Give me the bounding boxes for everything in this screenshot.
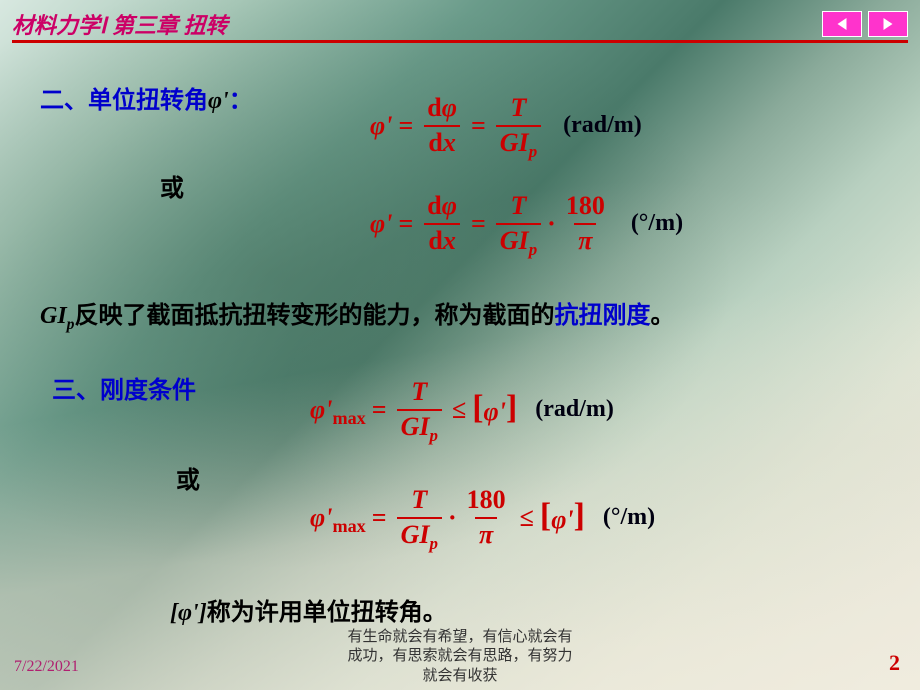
torque-t-2: T bbox=[507, 192, 531, 223]
pi-2: π bbox=[475, 517, 497, 550]
fraction-dphi-dx: ddφφ dx bbox=[423, 94, 461, 157]
formula-stiffness-deg: φ'max = T GIp · 180 π ≤ [φ'] (°/m) bbox=[310, 486, 655, 549]
fraction-180-pi-2: 180 π bbox=[463, 486, 510, 549]
page-number: 2 bbox=[889, 650, 900, 676]
gi-symbol: GI bbox=[40, 303, 67, 329]
gi-sub-4: p bbox=[430, 534, 438, 553]
phi-4: φ' bbox=[310, 503, 332, 532]
fraction-180-pi: 180 π bbox=[562, 192, 609, 255]
dot-2: · bbox=[448, 503, 457, 533]
gi: GI bbox=[500, 128, 529, 157]
equals-sign-4: = bbox=[471, 209, 486, 239]
bracket-r: ] bbox=[199, 600, 207, 626]
pi: π bbox=[574, 223, 596, 256]
fraction-t-gip-2: T GIp bbox=[496, 192, 541, 255]
leq-2: ≤ bbox=[520, 503, 534, 533]
section-2-prefix: 二、单位扭转角 bbox=[40, 88, 208, 114]
phi-prime-max-2: φ'max bbox=[310, 503, 366, 533]
fraction-t-gip-4: T GIp bbox=[397, 486, 442, 549]
allow-phi: φ' bbox=[178, 600, 199, 626]
allowable-twist-note: [φ']称为许用单位扭转角。 bbox=[170, 592, 447, 627]
gip-explanation: GIp反映了截面抵抗扭转变形的能力，称为截面的抗扭刚度。 bbox=[40, 295, 900, 330]
gi-3: GI bbox=[401, 412, 430, 441]
section-2-heading: 二、单位扭转角φ'： bbox=[40, 80, 253, 115]
gi-2: GI bbox=[500, 226, 529, 255]
allow-text: 称为许用单位扭转角。 bbox=[207, 600, 447, 626]
dot-1: · bbox=[547, 209, 556, 239]
unit-rad-m: (rad/m) bbox=[563, 112, 642, 139]
num-180-2: 180 bbox=[463, 486, 510, 517]
formula-unit-twist-deg: φ' = dφ dx = T GIp · 180 π (°/m) bbox=[370, 192, 683, 255]
torsional-rigidity-term: 抗扭刚度 bbox=[554, 303, 650, 329]
max-sub-2: max bbox=[332, 516, 365, 536]
prev-slide-button[interactable] bbox=[822, 11, 862, 37]
or-label-1: 或 bbox=[160, 168, 184, 203]
allowable-phi: [φ'] bbox=[472, 391, 517, 429]
section-2-suffix: ： bbox=[229, 88, 253, 114]
equals-sign-6: = bbox=[372, 503, 387, 533]
allowable-phi-2: [φ'] bbox=[540, 499, 585, 537]
quote-line-1: 有生命就会有希望，有信心就会有 bbox=[347, 629, 572, 645]
equals-sign-3: = bbox=[398, 209, 413, 239]
phi-prime-max: φ'max bbox=[310, 395, 366, 425]
formula-unit-twist-rad: φ' = ddφφ dx = T GIp (rad/m) bbox=[370, 94, 642, 157]
gi-sub-symbol: p bbox=[67, 316, 75, 333]
slide-date: 7/22/2021 bbox=[14, 658, 79, 676]
section-3-heading: 三、刚度条件 bbox=[52, 370, 196, 405]
leq-1: ≤ bbox=[452, 395, 466, 425]
phi-prime-2: φ' bbox=[370, 209, 392, 239]
gi-4: GI bbox=[401, 520, 430, 549]
or-label-2: 或 bbox=[176, 460, 200, 495]
gip-text-2: 。 bbox=[650, 303, 674, 329]
triangle-right-icon bbox=[879, 15, 897, 33]
phi-prime: φ' bbox=[370, 111, 392, 141]
unit-deg-m: (°/m) bbox=[631, 210, 683, 237]
phi-prime-symbol: φ' bbox=[208, 88, 229, 114]
phi-3: φ' bbox=[310, 395, 332, 424]
unit-deg-m-2: (°/m) bbox=[603, 504, 655, 531]
quote-line-3: 就会有收获 bbox=[422, 668, 497, 684]
formula-stiffness-rad: φ'max = T GIp ≤ [φ'] (rad/m) bbox=[310, 378, 614, 441]
torque-t-4: T bbox=[407, 486, 431, 517]
chapter-title: 材料力学Ⅰ 第三章 扭转 bbox=[12, 8, 228, 40]
bracket-l: [ bbox=[170, 600, 178, 626]
torque-t-3: T bbox=[407, 378, 431, 409]
equals-sign-5: = bbox=[372, 395, 387, 425]
footer-quote: 有生命就会有希望，有信心就会有 成功，有思索就会有思路，有努力 就会有收获 bbox=[347, 628, 572, 687]
torque-t: T bbox=[507, 94, 531, 125]
gi-sub: p bbox=[529, 142, 537, 161]
next-slide-button[interactable] bbox=[868, 11, 908, 37]
slide-content: 材料力学Ⅰ 第三章 扭转 二、单位扭转角φ'： φ' = ddφφ dx = T… bbox=[0, 0, 920, 690]
gi-sub-3: p bbox=[430, 426, 438, 445]
fraction-t-gip: T GIp bbox=[496, 94, 541, 157]
max-sub: max bbox=[332, 408, 365, 428]
gi-sub-2: p bbox=[529, 240, 537, 259]
equals-sign: = bbox=[398, 111, 413, 141]
quote-line-2: 成功，有思索就会有思路，有努力 bbox=[347, 648, 572, 664]
nav-button-group bbox=[822, 11, 908, 37]
equals-sign-2: = bbox=[471, 111, 486, 141]
fraction-t-gip-3: T GIp bbox=[397, 378, 442, 441]
triangle-left-icon bbox=[833, 15, 851, 33]
num-180: 180 bbox=[562, 192, 609, 223]
fraction-dphi-dx-2: dφ dx bbox=[423, 192, 461, 255]
gip-text-1: 反映了截面抵抗扭转变形的能力，称为截面的 bbox=[74, 303, 554, 329]
slide-header: 材料力学Ⅰ 第三章 扭转 bbox=[12, 8, 908, 44]
unit-rad-m-2: (rad/m) bbox=[535, 396, 614, 423]
header-divider bbox=[12, 40, 908, 43]
